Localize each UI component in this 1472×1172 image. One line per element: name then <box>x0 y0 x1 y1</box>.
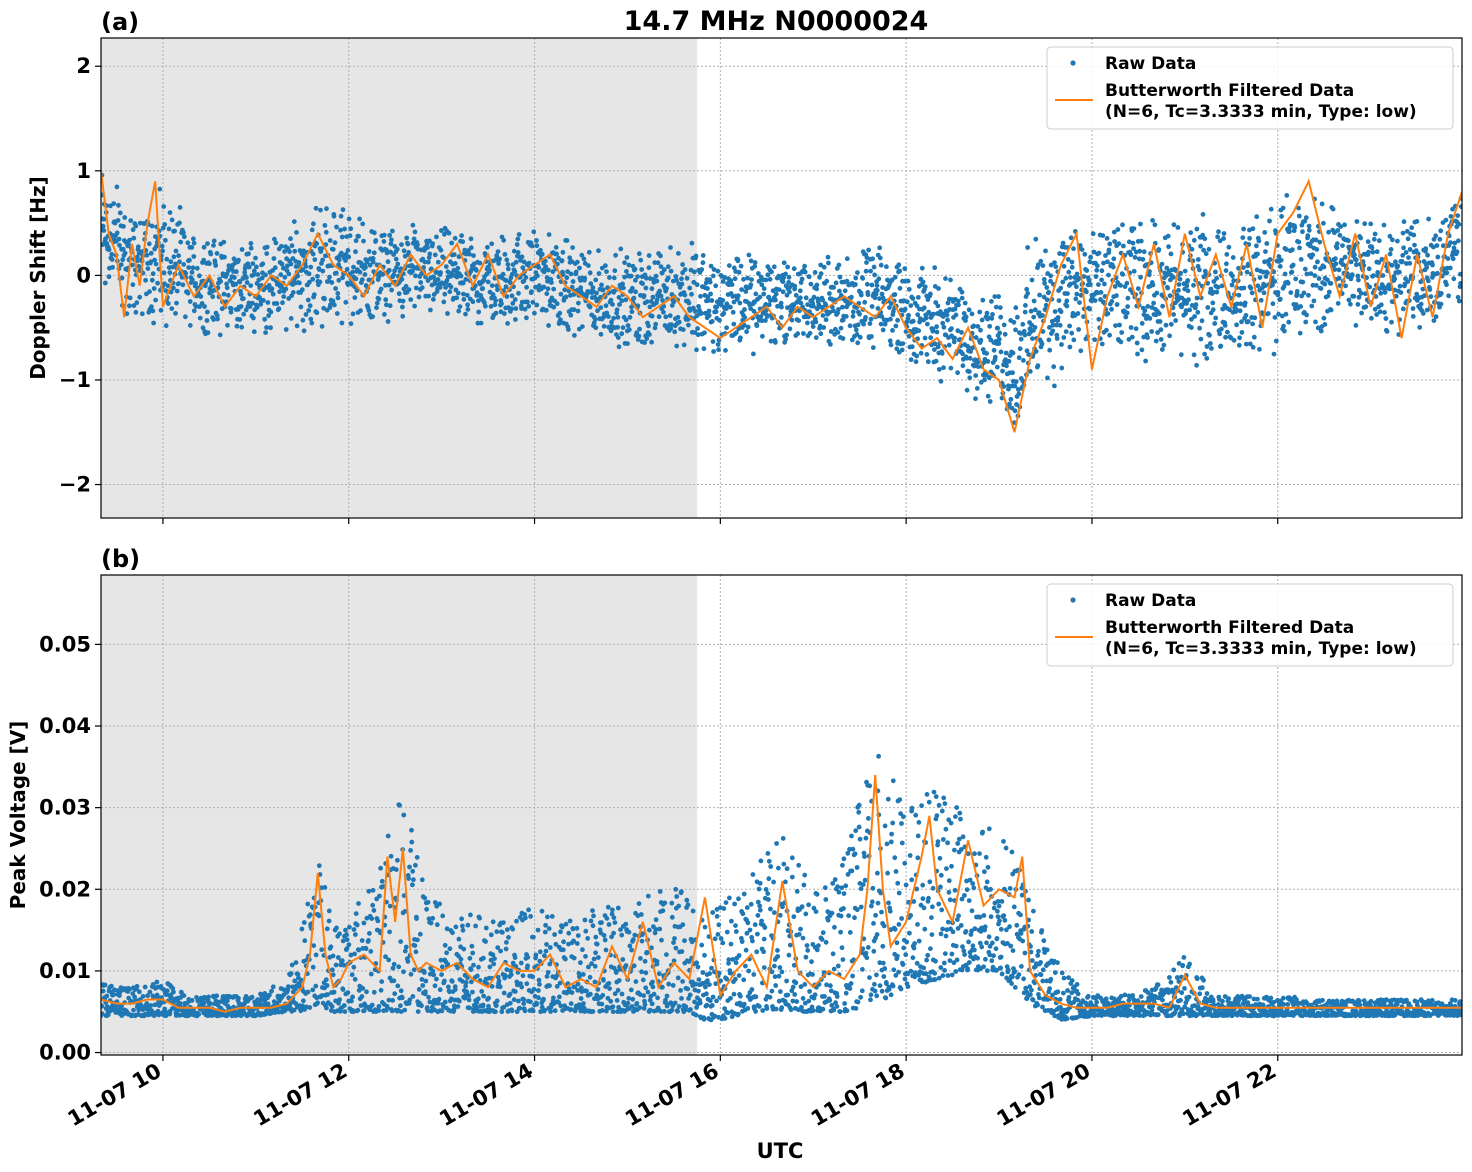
y-tick-label: 0.01 <box>39 959 91 983</box>
y-tick-label: 0 <box>76 263 91 287</box>
raw-data-point-cloud <box>101 753 1462 1023</box>
legend-filtered-params: (N=6, Tc=3.3333 min, Type: low) <box>1105 102 1417 122</box>
y-tick-label: 2 <box>76 54 91 78</box>
filtered-data-line <box>101 170 1462 433</box>
x-tick-label: 11-07 14 <box>435 1059 537 1132</box>
x-tick-label: 11-07 10 <box>64 1059 166 1132</box>
axes-frame <box>100 574 1463 1056</box>
legend-box <box>1046 46 1454 130</box>
y-axis-label: Peak Voltage [V] <box>6 721 30 910</box>
y-tick-label: 0.02 <box>39 877 91 901</box>
filtered-data-line <box>101 774 1462 1013</box>
x-tick-label: 11-07 20 <box>993 1059 1095 1132</box>
y-tick-label: 0.04 <box>39 714 91 738</box>
raw-data-points <box>101 753 1462 1023</box>
legend-filtered-label: Butterworth Filtered Data <box>1105 81 1354 101</box>
axes-frame <box>100 37 1463 519</box>
raw-data-point-cloud <box>101 172 1462 426</box>
y-tick-label: 0.05 <box>39 632 91 656</box>
legend: Raw Data Butterworth Filtered Data(N=6, T… <box>1046 46 1454 130</box>
panel-label: (a) <box>101 8 139 36</box>
y-tick-label: 0.00 <box>39 1041 91 1065</box>
legend-raw-marker <box>1070 597 1076 603</box>
y-tick-label: 0.03 <box>39 796 91 820</box>
x-tick-label: 11-07 16 <box>621 1059 723 1132</box>
panel-label: (b) <box>101 545 140 573</box>
x-tick-label: 11-07 12 <box>249 1059 351 1132</box>
peak-voltage-panel: 0.00 0.01 0.02 0.03 0.04 0.05 11-07 10 11-07 12… <box>6 545 1463 1132</box>
shaded-region <box>101 575 698 1055</box>
figure-title: 14.7 MHz N0000024 <box>624 6 929 37</box>
raw-data-points <box>101 172 1462 426</box>
x-tick-label: 11-07 18 <box>807 1059 909 1132</box>
legend-box <box>1046 583 1454 667</box>
doppler-shift-panel: −2 −1 0 1 2 (a) Doppler Shift [Hz] Raw Data Butt… <box>26 8 1463 524</box>
y-tick-label: 1 <box>76 159 91 183</box>
legend-raw-label: Raw Data <box>1105 54 1196 74</box>
x-axis-label: UTC <box>757 1139 804 1163</box>
legend-raw-label: Raw Data <box>1105 591 1196 611</box>
legend-raw-marker <box>1070 60 1076 66</box>
legend-filtered-params: (N=6, Tc=3.3333 min, Type: low) <box>1105 639 1417 659</box>
y-tick-label: −1 <box>59 368 91 392</box>
x-tick-label: 11-07 22 <box>1178 1059 1280 1132</box>
y-tick-label: −2 <box>59 473 91 497</box>
y-axis-label: Doppler Shift [Hz] <box>26 176 50 380</box>
legend-filtered-label: Butterworth Filtered Data <box>1105 618 1354 638</box>
legend: Raw Data Butterworth Filtered Data(N=6, T… <box>1046 583 1454 667</box>
